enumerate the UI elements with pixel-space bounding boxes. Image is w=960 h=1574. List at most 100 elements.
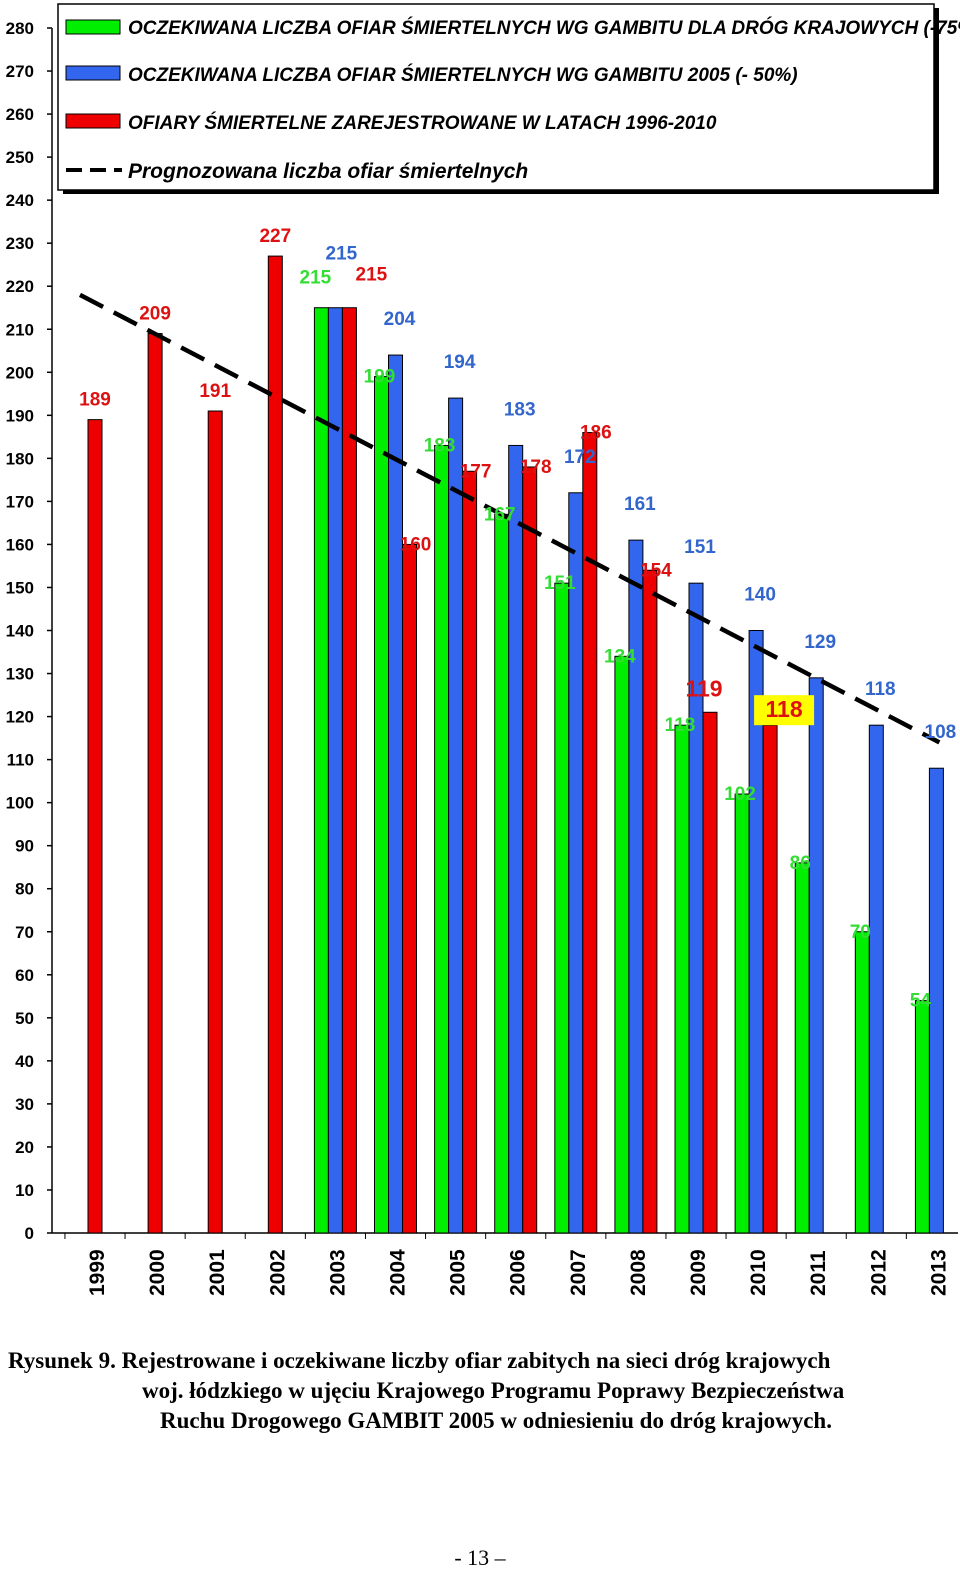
data-label-red: 160 (400, 534, 432, 555)
y-axis: 0 10 20 30 40 50 60 70 80 90 100 110 120 130 140 150 160… (6, 19, 53, 1243)
y-tick-label: 180 (6, 449, 34, 468)
x-tick-label: 2000 (146, 1249, 169, 1296)
legend-swatch-blue (65, 65, 121, 81)
trend-line (78, 292, 941, 745)
figure-caption: Rysunek 9. Rejestrowane i oczekiwane lic… (8, 1346, 943, 1436)
y-tick-label: 0 (25, 1224, 34, 1243)
bar-red (582, 432, 598, 1234)
bar-blue (628, 539, 644, 1234)
bar-red (87, 419, 103, 1234)
bar-blue (327, 307, 343, 1234)
y-tick-label: 120 (6, 708, 34, 727)
legend-label-red: OFIARY ŚMIERTELNE ZAREJESTROWANE W LATAC… (128, 112, 717, 134)
bar-red (642, 569, 658, 1234)
highlight-box (754, 695, 815, 726)
data-label-red: 177 (460, 461, 492, 482)
data-label-blue: 129 (804, 632, 836, 653)
data-label-red: 154 (640, 560, 672, 581)
y-tick-label: 130 (6, 665, 34, 684)
x-tick-label: 2004 (387, 1249, 410, 1296)
x-axis: 1999 2000 2001 2002 2003 2004 2005 2006 2007 2008… (52, 1232, 958, 1296)
x-tick-label: 2013 (927, 1249, 950, 1296)
y-tick-label: 260 (6, 105, 34, 124)
y-tick-label: 50 (15, 1009, 34, 1028)
bar-green (794, 862, 810, 1234)
y-tick-label: 140 (6, 622, 34, 641)
bar-blue (808, 677, 824, 1234)
x-tick-label: 2008 (627, 1249, 650, 1296)
y-tick-label: 20 (15, 1138, 34, 1157)
y-tick-label: 200 (6, 363, 34, 382)
y-tick-label: 170 (6, 492, 34, 511)
data-label-green: 215 (300, 268, 332, 289)
bar-green (734, 793, 750, 1234)
data-label-blue: 161 (624, 494, 656, 515)
bar-red (402, 543, 417, 1234)
data-label-red: 191 (199, 381, 231, 402)
data-label-blue: 172 (564, 447, 596, 468)
bar-green (674, 724, 690, 1234)
bar-blue (508, 444, 524, 1234)
y-tick-label: 110 (7, 751, 34, 770)
data-label-green: 199 (364, 367, 396, 388)
caption-line-3: Ruchu Drogowego GAMBIT 2005 w odniesieni… (160, 1408, 832, 1433)
data-label-green: 86 (790, 853, 811, 874)
trend-line-path (78, 292, 941, 745)
bar-red (207, 410, 223, 1234)
caption-line-2: woj. łódzkiego w ujęciu Krajowego Progra… (142, 1378, 845, 1403)
data-label-green: 183 (424, 435, 456, 456)
legend-swatch-green (65, 19, 121, 35)
bar-series (87, 255, 944, 1234)
bar-green (313, 307, 329, 1234)
bar-red (702, 711, 718, 1234)
legend-label-blue: OCZEKIWANA LICZBA OFIAR ŚMIERTELNYCH WG … (128, 64, 798, 86)
data-label-green: 118 (665, 715, 696, 736)
data-label-red: 189 (79, 390, 111, 411)
bar-red (267, 255, 283, 1234)
data-labels: 215 199 183 167 151 134 118 102 86 70 54 215 204 194 1… (79, 226, 956, 1012)
bar-red (341, 307, 357, 1234)
x-tick-label: 2002 (266, 1249, 289, 1296)
legend-label-trend: Prognozowana liczba ofiar śmiertelnych (128, 160, 528, 183)
data-label-green: 167 (484, 504, 516, 525)
y-tick-label: 70 (15, 923, 34, 942)
data-label-blue: 118 (865, 679, 896, 700)
bar-red (462, 470, 478, 1234)
y-tick-label: 210 (6, 320, 34, 339)
y-tick-label: 150 (6, 578, 34, 597)
bar-chart: 0 10 20 30 40 50 60 70 80 90 100 110 120 130 140 150 160… (6, 3, 960, 1296)
data-label-green: 54 (910, 991, 932, 1012)
caption-line-1: Rysunek 9. Rejestrowane i oczekiwane lic… (8, 1348, 831, 1373)
bar-blue (868, 724, 884, 1234)
data-label-blue: 215 (326, 244, 358, 265)
x-tick-label: 2012 (867, 1249, 890, 1296)
bar-green (614, 655, 630, 1234)
y-tick-label: 270 (6, 62, 34, 81)
bar-green (374, 376, 389, 1234)
data-label-red: 119 (685, 675, 722, 701)
y-tick-label: 10 (15, 1181, 34, 1200)
bar-green (554, 582, 570, 1234)
bar-red (147, 333, 163, 1234)
data-label-blue: 204 (384, 309, 416, 330)
data-label-red: 186 (580, 423, 612, 444)
bar-green (914, 1000, 930, 1234)
data-label-green: 70 (850, 922, 871, 943)
legend-swatch-red (65, 113, 121, 129)
data-label-green: 151 (544, 573, 576, 594)
x-tick-label: 2010 (747, 1249, 770, 1296)
legend-box (57, 3, 935, 191)
x-tick-label: 2006 (507, 1249, 530, 1296)
y-tick-label: 160 (6, 535, 34, 554)
bar-red (522, 466, 538, 1234)
data-label-blue: 183 (504, 399, 536, 420)
page-number: - 13 – (454, 1545, 506, 1570)
y-tick-label: 90 (15, 837, 34, 856)
data-label-red: 209 (139, 304, 171, 325)
data-label-red: 178 (520, 457, 552, 478)
data-label-green: 134 (604, 646, 636, 667)
x-tick-label: 1999 (86, 1249, 109, 1296)
x-tick-label: 2005 (447, 1249, 470, 1296)
y-tick-label: 30 (15, 1095, 34, 1114)
x-tick-label: 2007 (567, 1249, 590, 1296)
